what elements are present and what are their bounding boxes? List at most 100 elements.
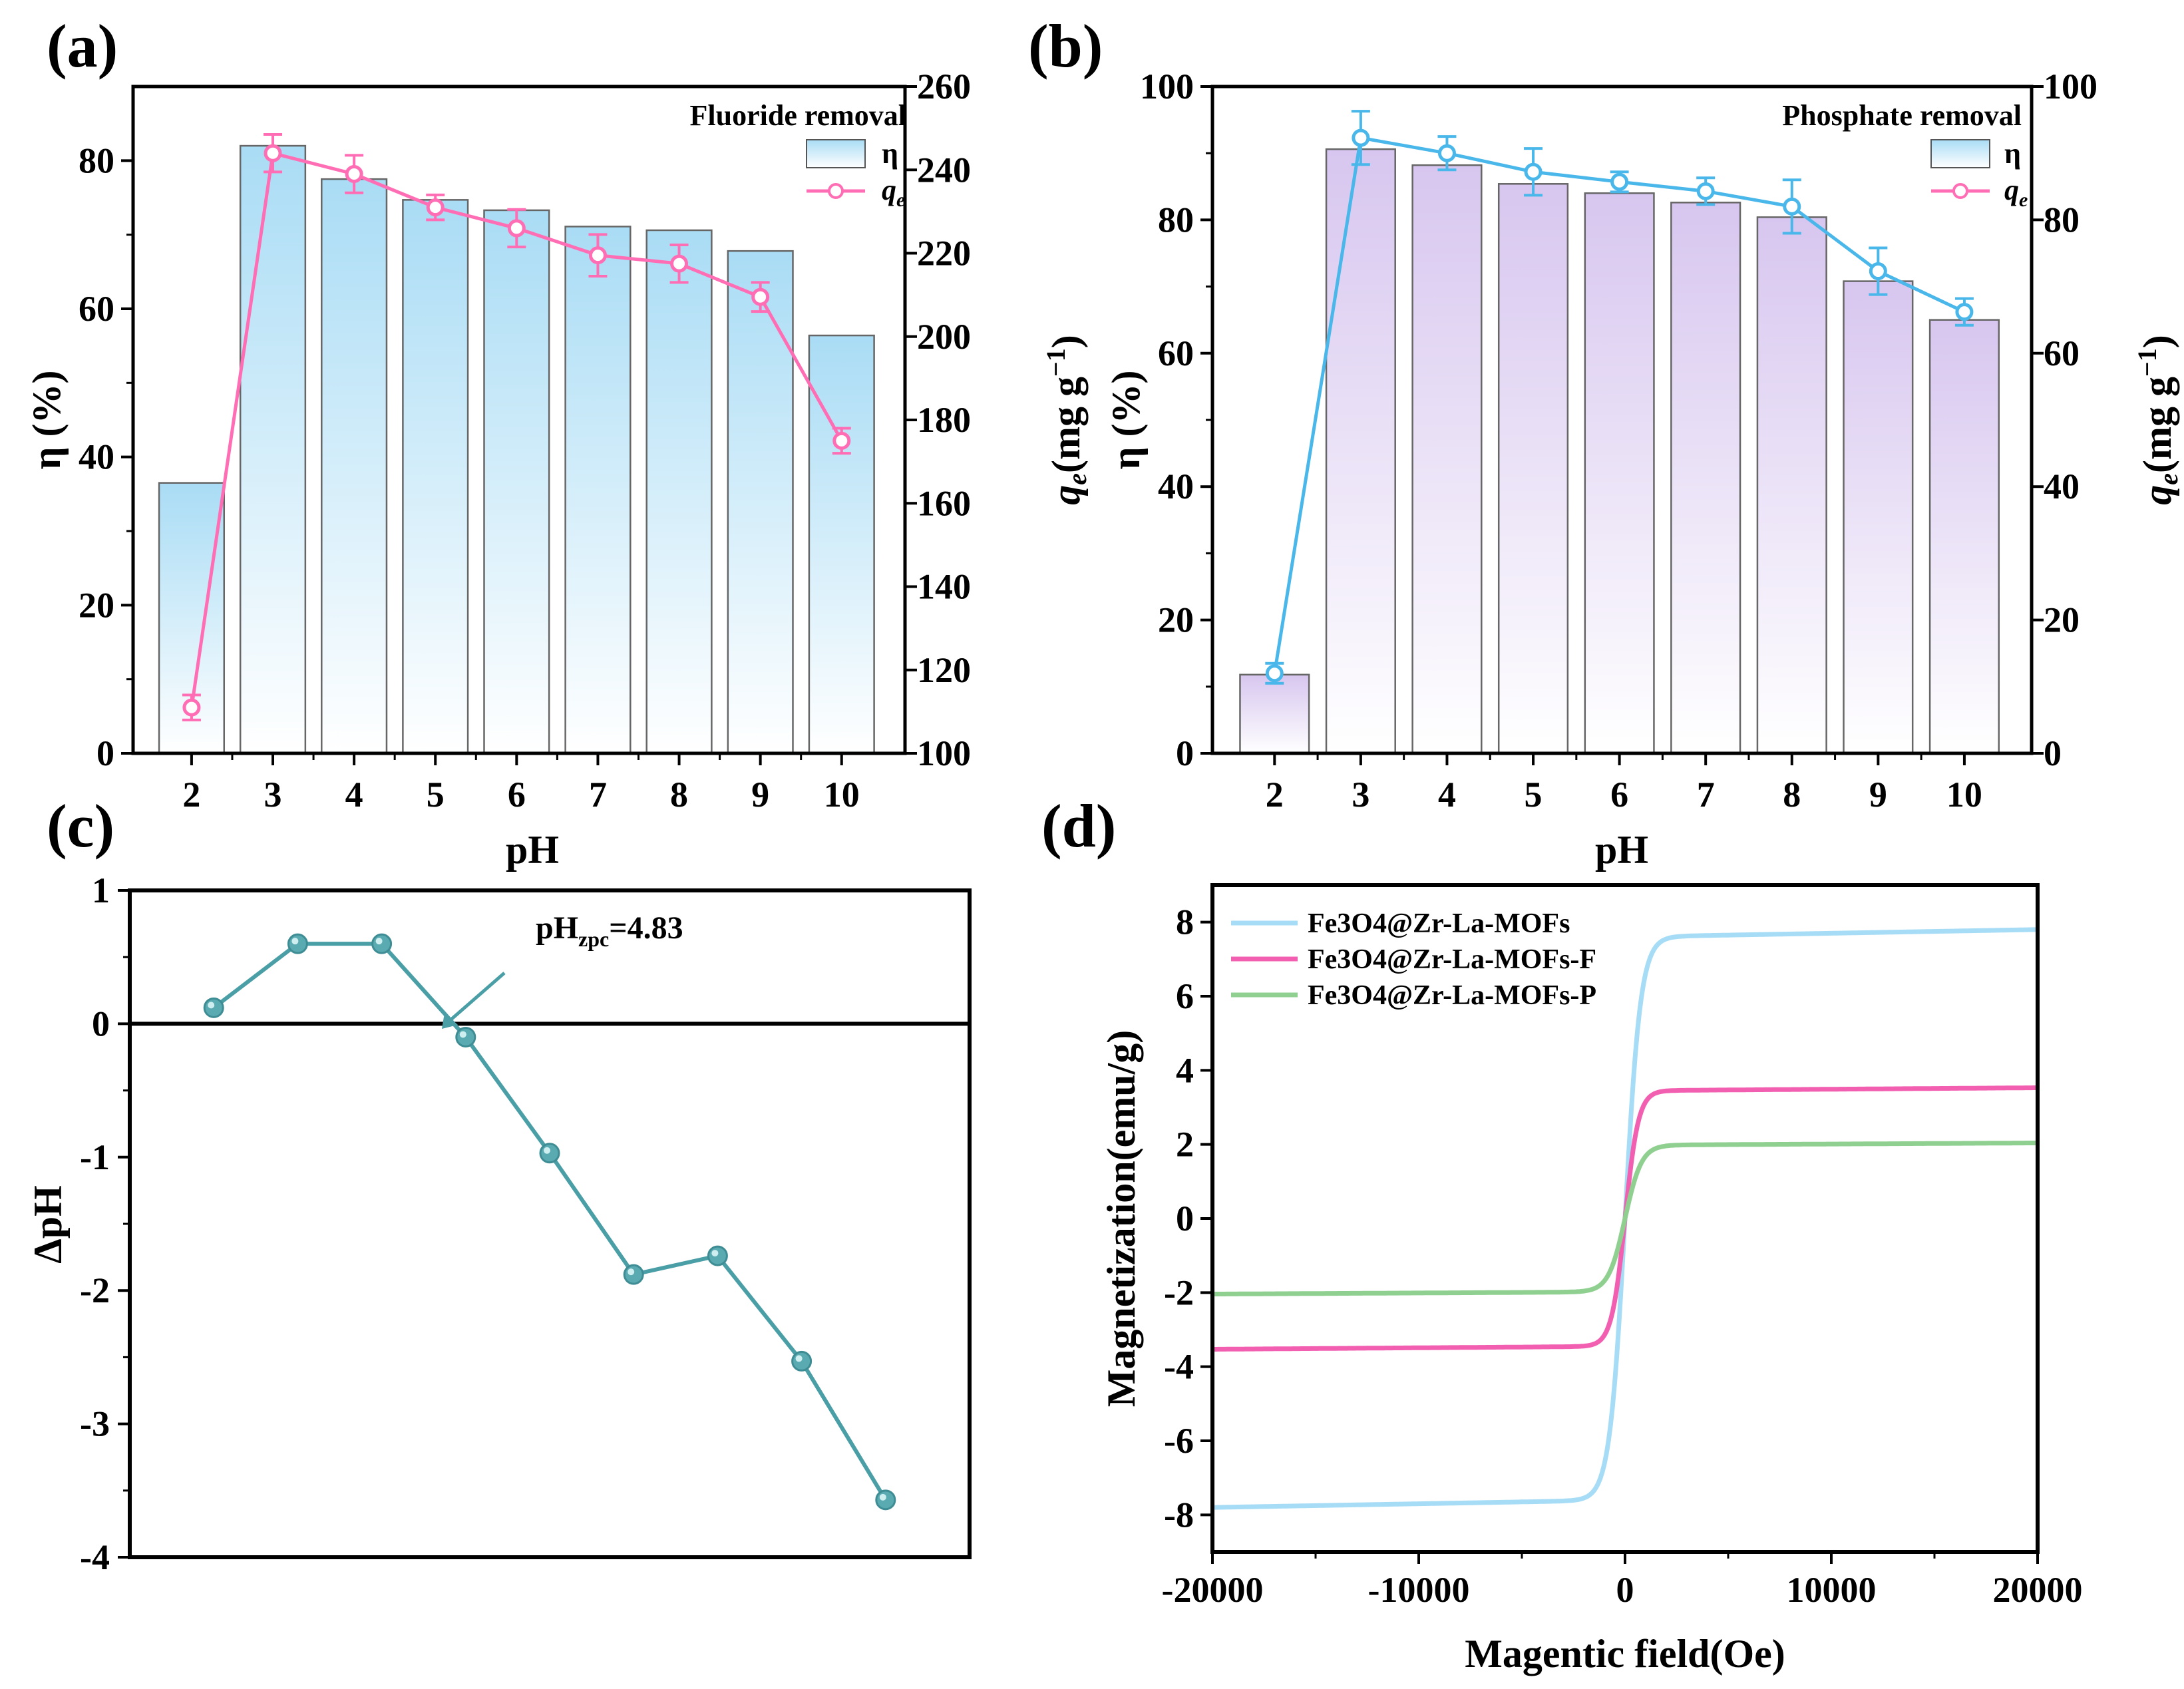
y-tick-label--2: -2 [1164,1272,1194,1312]
y-tick-label--4: -4 [80,1537,110,1577]
x-tick-label-10000: 10000 [1787,1570,1877,1610]
y2-tick-label-120: 120 [917,650,971,690]
bar-4 [1411,164,1483,755]
x-tick-label-5: 5 [427,775,445,815]
x-tick-label-8: 8 [1783,775,1801,815]
bar-8 [645,229,713,755]
q-point-9 [751,287,770,306]
q-point-3 [264,144,282,162]
delta-ph-point-10 [875,1489,896,1511]
y2-tick-label-260: 260 [917,67,971,106]
delta-ph-point-highlight-4 [375,938,383,945]
x-tick-label-20000: 20000 [1993,1570,2083,1610]
legend-b-bar-label: η [2004,137,2021,170]
x-tick-label-7: 7 [1697,775,1715,815]
y-tick-label-4: 4 [1176,1050,1194,1090]
legend-a-line-label: qe [882,174,905,211]
panel-c: (c) -4 -3 -2 -1 0 1 pHzpc=4.83 ΔpH [26,792,972,1577]
legend-a-line-marker [828,183,844,199]
x-tick-label-5: 5 [1525,775,1543,815]
delta-ph-line [212,942,888,1501]
x-tick-label-3: 3 [264,775,282,815]
panel-b-y-label: η (%) [1104,370,1148,469]
delta-ph-point-highlight-9 [795,1355,803,1362]
y-tick-label-0: 0 [1176,733,1194,773]
panel-b-label: (b) [1028,12,1103,80]
y-tick-label--8: -8 [1164,1495,1194,1535]
x-tick-label-8: 8 [670,775,688,815]
bar-3 [239,144,307,755]
bar-10 [1928,319,2000,755]
y-tick-label-2: 2 [1176,1125,1194,1165]
legend-d-label-1: Fe3O4@Zr-La-MOFs [1308,908,1570,939]
y-tick-label-0: 0 [96,733,114,773]
y-tick-label--2: -2 [80,1270,110,1310]
x-tick-label-4: 4 [1438,775,1456,815]
y-tick-label-80: 80 [1158,200,1194,240]
panel-a: (a) 0 20 40 60 80 100 120 140 160 180 200 220 240 260… [25,12,1092,872]
y2-tick-label-240: 240 [917,150,971,190]
x-tick-label-7: 7 [589,775,607,815]
y2-tick-label-100: 100 [2044,67,2097,106]
x-tick-label--10000: -10000 [1368,1570,1470,1610]
legend-b-line-label: qe [2004,174,2028,211]
legend-b-bar-swatch [1930,139,1990,168]
q-point-10 [1955,303,1974,321]
legend-d-label-3: Fe3O4@Zr-La-MOFs-P [1308,980,1596,1011]
legend-d-label-2: Fe3O4@Zr-La-MOFs-F [1308,944,1596,975]
q-point-5 [426,198,445,217]
y2-tick-label-200: 200 [917,317,971,357]
panel-b: (b) 0 20 40 60 80 100 0 20 40 60 80 100 2 3 4 5 6 7 8 9 10 P… [1028,12,2183,872]
y2-tick-label-160: 160 [917,483,971,523]
q-point-5 [1524,162,1543,181]
y2-tick-label-20: 20 [2044,600,2080,640]
x-tick-label-10: 10 [824,775,860,815]
x-tick-label-2: 2 [182,775,200,815]
y-tick-label--6: -6 [1164,1421,1194,1461]
annotation-arrowhead [442,1013,458,1029]
q-point-3 [1352,128,1370,147]
q-point-2 [1265,664,1284,683]
delta-ph-point-highlight-10 [879,1493,886,1501]
delta-ph-point-5 [455,1026,476,1047]
q-point-4 [1437,144,1456,162]
x-tick-label-6: 6 [508,775,526,815]
y-tick-label--1: -1 [80,1137,110,1177]
bar-2 [1239,673,1310,755]
y2-tick-label-220: 220 [917,234,971,274]
y-tick-label-20: 20 [79,585,114,625]
y-tick-label-40: 40 [1158,467,1194,506]
y-tick-label--4: -4 [1164,1347,1194,1387]
bar-7 [564,226,632,755]
panel-b-x-label: pH [1595,828,1648,872]
delta-ph-point-6 [539,1143,560,1164]
panel-c-frame [128,888,972,1559]
panel-d-label: (d) [1041,792,1116,860]
x-tick-label-9: 9 [751,775,769,815]
panel-b-title: Phosphate removal [1782,99,2022,132]
y2-tick-label-60: 60 [2044,333,2080,373]
x-tick-label-6: 6 [1610,775,1628,815]
legend-a-bar-label: η [882,137,898,170]
delta-ph-point-8 [707,1245,728,1266]
x-tick-label-9: 9 [1869,775,1887,815]
panel-a-title: Fluoride removal [690,99,906,132]
panel-a-y-label: η (%) [25,370,69,469]
q-point-7 [588,246,607,265]
y2-tick-label-0: 0 [2044,733,2062,773]
delta-ph-point-highlight-7 [628,1268,635,1276]
y-tick-label-8: 8 [1176,902,1194,942]
y2-tick-label-140: 140 [917,567,971,607]
x-tick-label-0: 0 [1616,1570,1634,1610]
y-tick-label-80: 80 [79,140,114,180]
bar-9 [1843,280,1914,755]
bar-5 [402,199,469,755]
x-tick-label-10: 10 [1946,775,1982,815]
q-point-4 [345,165,363,184]
q-point-7 [1696,182,1715,200]
y-tick-label-0: 0 [1176,1199,1194,1238]
y-tick-label-1: 1 [92,870,110,910]
panel-c-y-label: ΔpH [26,1185,70,1264]
y-tick-label-60: 60 [1158,333,1194,373]
mh-curve-3 [1212,1140,2038,1297]
